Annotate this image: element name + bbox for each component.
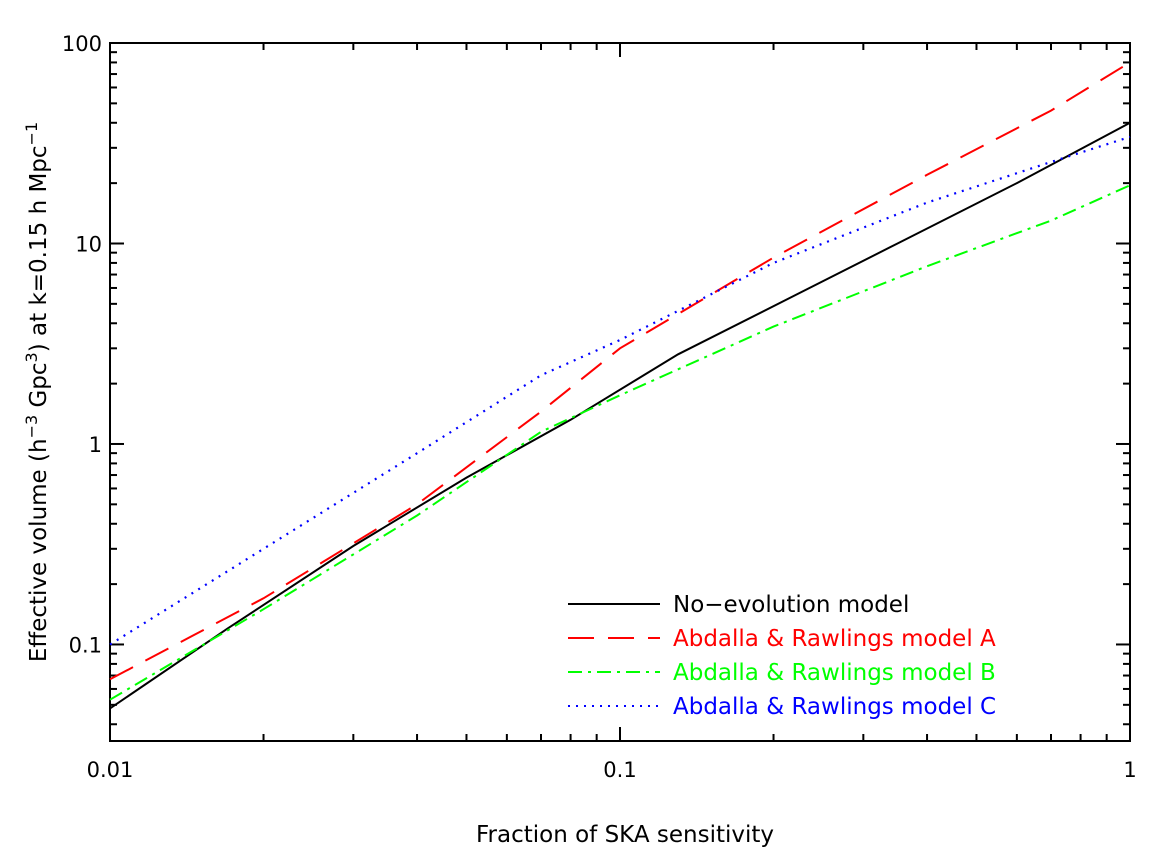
y-title-sup1: −3	[22, 415, 41, 439]
series-lines	[109, 61, 1131, 710]
series-line	[109, 121, 1131, 710]
x-axis-title: Fraction of SKA sensitivity	[476, 822, 774, 848]
y-title-prefix: Effective volume (h	[26, 438, 52, 662]
x-tick-label: 1	[1123, 758, 1136, 782]
x-tick-label: 0.01	[87, 758, 134, 782]
legend: No−evolution model Abdalla & Rawlings mod…	[568, 592, 996, 720]
y-tick-label: 0.1	[69, 633, 102, 657]
y-tick-label: 100	[62, 32, 102, 56]
legend-label: Abdalla & Rawlings model A	[673, 626, 996, 652]
y-title-rest: ) at k=0.15 h Mpc	[26, 145, 52, 352]
legend-label: Abdalla & Rawlings model B	[673, 660, 996, 686]
y-title-mid: Gpc	[26, 362, 52, 414]
legend-label: Abdalla & Rawlings model C	[673, 694, 996, 720]
axis-ticks	[109, 42, 1131, 741]
y-tick-label: 10	[75, 232, 102, 256]
y-title-sup2: 3	[22, 352, 41, 362]
series-line	[109, 135, 1131, 646]
axis-tick-labels: 0.01 0.1 1 0.1 1 10 100	[62, 32, 1137, 782]
x-tick-label: 0.1	[603, 758, 636, 782]
y-title-sup3: −1	[22, 122, 41, 146]
series-line	[109, 61, 1131, 681]
legend-label: No−evolution model	[673, 592, 909, 618]
y-axis-title: Effective volume (h−3 Gpc3) at k=0.15 h …	[22, 122, 52, 662]
y-tick-label: 1	[89, 433, 102, 457]
series-line	[109, 184, 1131, 701]
